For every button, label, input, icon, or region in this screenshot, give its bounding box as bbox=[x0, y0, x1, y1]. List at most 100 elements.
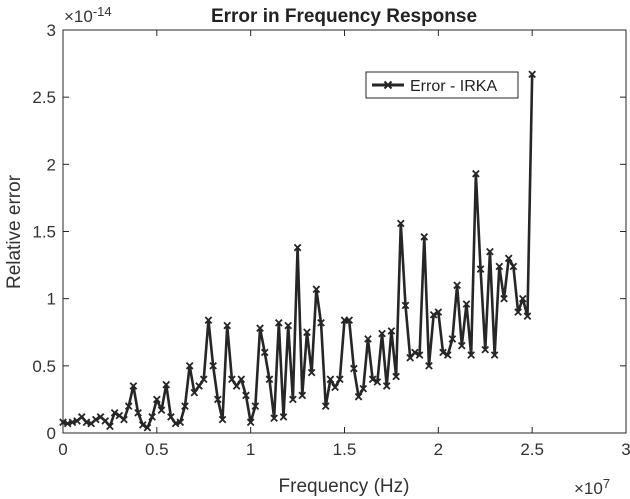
data-point-marker bbox=[124, 402, 133, 410]
data-point-marker bbox=[256, 324, 264, 333]
data-point-marker bbox=[364, 335, 372, 343]
series-layer bbox=[59, 70, 537, 432]
x-multiplier-exponent: 7 bbox=[603, 476, 610, 491]
data-point-marker bbox=[326, 375, 335, 384]
data-point-marker bbox=[232, 382, 241, 390]
data-point-marker bbox=[378, 329, 386, 338]
data-point-marker bbox=[284, 321, 293, 330]
data-point-marker bbox=[411, 348, 419, 357]
data-point-marker bbox=[481, 345, 490, 354]
data-point-marker bbox=[176, 418, 185, 427]
data-point-marker bbox=[345, 316, 354, 324]
y-tick-label: 0.5 bbox=[32, 357, 56, 376]
data-point-marker bbox=[307, 368, 316, 377]
legend-label: Error - IRKA bbox=[410, 78, 497, 95]
data-point-marker bbox=[504, 254, 513, 263]
data-point-marker bbox=[223, 321, 232, 330]
data-point-marker bbox=[293, 243, 302, 252]
x-tick-label: 0.5 bbox=[145, 440, 169, 459]
chart-title: Error in Frequency Response bbox=[211, 6, 477, 27]
y-tick-label: 2.5 bbox=[32, 88, 56, 107]
data-point-marker bbox=[387, 327, 396, 335]
series-line bbox=[62, 74, 534, 429]
data-point-marker bbox=[138, 421, 147, 429]
data-point-marker bbox=[382, 382, 391, 390]
data-point-marker bbox=[472, 169, 480, 178]
data-point-marker bbox=[167, 413, 175, 421]
data-point-marker bbox=[270, 414, 278, 423]
data-point-marker bbox=[350, 364, 358, 373]
data-point-marker bbox=[148, 413, 156, 421]
x-axis: 0 0.5 1 1.5 2 2.5 3 bbox=[58, 30, 630, 459]
x-tick-label: 0 bbox=[58, 440, 67, 459]
data-point-marker bbox=[359, 384, 368, 393]
x-tick-label: 1.5 bbox=[333, 440, 357, 459]
x-axis-label: Frequency (Hz) bbox=[279, 476, 410, 497]
y-axis: 0 0.5 1 1.5 2 2.5 3 bbox=[32, 21, 626, 443]
x-multiplier: ×107 bbox=[574, 476, 610, 498]
x-tick-label: 2.5 bbox=[520, 440, 544, 459]
data-point-marker bbox=[434, 308, 443, 316]
data-point-marker bbox=[106, 422, 114, 431]
data-point-marker bbox=[476, 265, 485, 273]
data-point-marker bbox=[317, 319, 325, 327]
data-point-marker bbox=[190, 388, 199, 397]
data-point-marker bbox=[514, 308, 522, 316]
data-point-marker bbox=[467, 351, 476, 359]
data-point-marker bbox=[129, 382, 138, 390]
y-multiplier: ×10-14 bbox=[64, 4, 112, 26]
data-point-marker bbox=[453, 281, 461, 290]
y-multiplier-exponent: -14 bbox=[93, 4, 112, 19]
data-point-marker bbox=[120, 415, 128, 424]
data-point-marker bbox=[401, 301, 410, 310]
data-point-marker bbox=[373, 378, 382, 386]
data-point-marker bbox=[509, 262, 518, 271]
data-point-marker bbox=[218, 415, 227, 424]
data-point-marker bbox=[251, 402, 260, 410]
x-tick-label: 1 bbox=[246, 440, 255, 459]
data-point-marker bbox=[195, 382, 203, 390]
data-point-marker bbox=[181, 402, 189, 410]
data-point-marker bbox=[134, 409, 142, 417]
data-point-marker bbox=[429, 310, 438, 319]
data-point-marker bbox=[457, 341, 466, 350]
data-point-marker bbox=[486, 247, 494, 256]
data-point-marker bbox=[246, 418, 255, 427]
data-point-marker bbox=[335, 375, 344, 384]
legend: Error - IRKA bbox=[365, 71, 519, 99]
data-point-marker bbox=[110, 409, 119, 417]
data-point-marker bbox=[204, 316, 213, 324]
data-point-marker bbox=[209, 361, 217, 370]
data-point-marker bbox=[92, 415, 100, 424]
data-point-marker bbox=[303, 328, 311, 337]
data-point-marker bbox=[237, 375, 246, 384]
data-point-marker bbox=[260, 348, 269, 357]
data-point-marker bbox=[321, 402, 330, 410]
data-point-marker bbox=[152, 395, 161, 404]
y-axis-label: Relative error bbox=[4, 174, 25, 289]
data-point-marker bbox=[354, 392, 363, 401]
data-point-marker bbox=[439, 348, 447, 357]
data-point-marker bbox=[425, 361, 433, 370]
data-point-marker bbox=[185, 361, 194, 370]
y-tick-label: 2 bbox=[47, 155, 56, 174]
data-point-marker bbox=[462, 300, 471, 308]
data-point-marker bbox=[157, 406, 166, 414]
data-point-marker bbox=[415, 351, 424, 359]
x-tick-label: 3 bbox=[621, 440, 630, 459]
data-point-marker bbox=[518, 294, 527, 303]
data-point-marker bbox=[523, 312, 532, 320]
data-point-marker bbox=[500, 294, 508, 303]
x-tick-label: 2 bbox=[434, 440, 443, 459]
data-point-marker bbox=[162, 380, 171, 389]
data-point-marker bbox=[368, 375, 377, 384]
y-tick-label: 0 bbox=[47, 424, 56, 443]
data-point-marker bbox=[448, 335, 457, 343]
y-tick-label: 3 bbox=[47, 21, 56, 40]
data-point-marker bbox=[298, 391, 307, 400]
data-point-marker bbox=[331, 383, 339, 392]
data-point-marker bbox=[228, 375, 236, 384]
data-point-marker bbox=[213, 395, 222, 404]
data-point-marker bbox=[396, 219, 405, 228]
